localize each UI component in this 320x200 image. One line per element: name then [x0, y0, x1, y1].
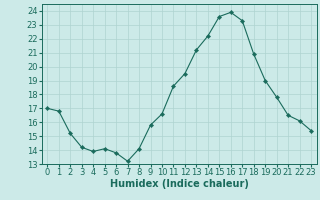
X-axis label: Humidex (Indice chaleur): Humidex (Indice chaleur)	[110, 179, 249, 189]
